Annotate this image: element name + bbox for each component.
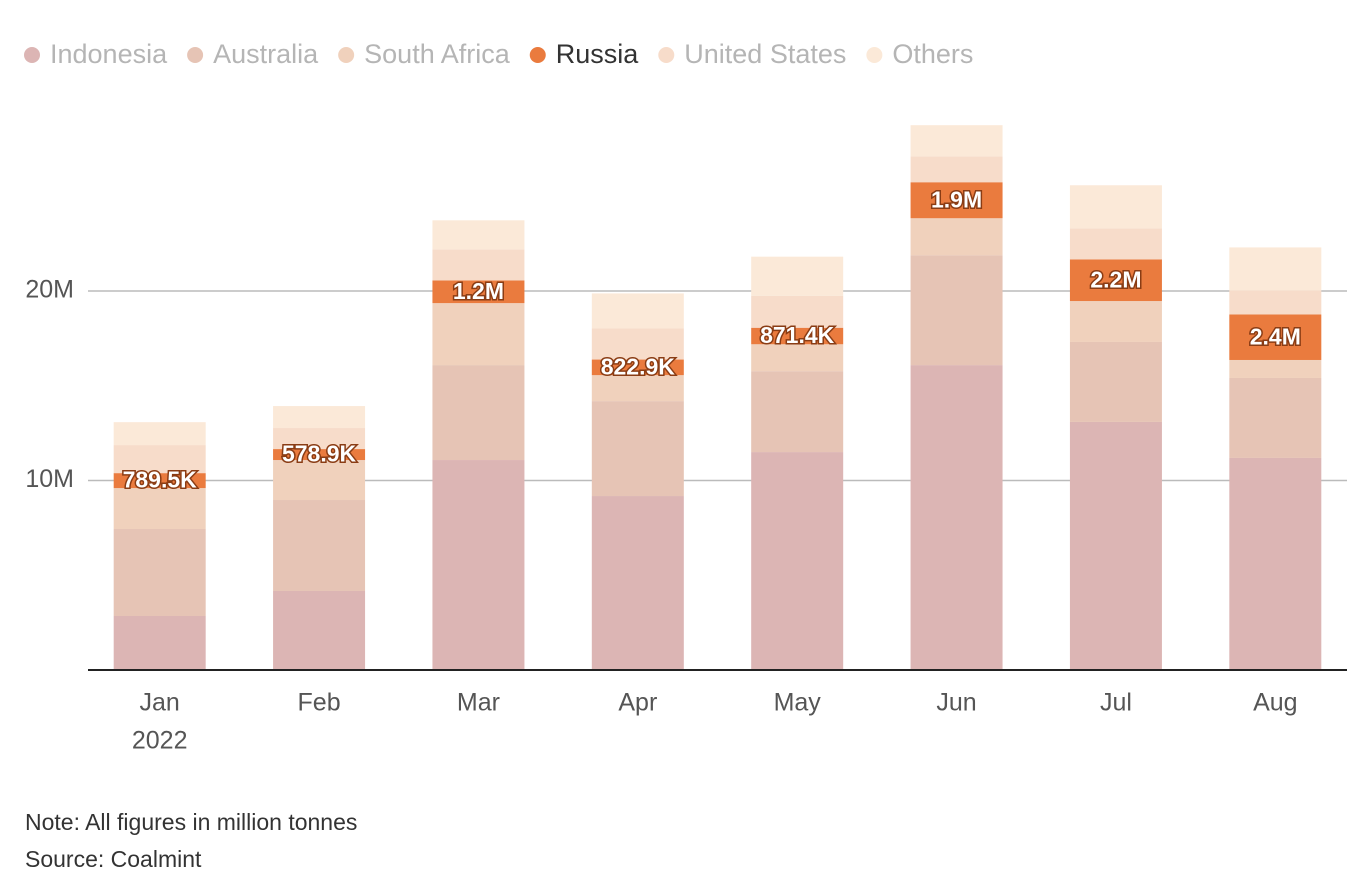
legend-marker xyxy=(658,47,675,63)
x-tick-label: Feb xyxy=(298,689,341,717)
bar-segment xyxy=(1069,228,1162,260)
bar-segment xyxy=(113,473,206,489)
x-tick-year: 2022 xyxy=(132,727,188,755)
legend-marker xyxy=(187,47,204,63)
value-label: 2.2M xyxy=(1090,266,1141,292)
bar-segment xyxy=(910,255,1003,366)
bar-segment xyxy=(1229,290,1322,315)
value-label: 1.9M xyxy=(931,186,982,212)
bar-segment xyxy=(432,249,525,281)
bar-segment xyxy=(432,460,525,670)
bar-segment xyxy=(1069,421,1162,670)
bar-segment xyxy=(1069,341,1162,422)
bar-segment xyxy=(273,428,366,450)
bar-segment xyxy=(751,295,844,328)
bar-segment xyxy=(910,365,1003,670)
bar-segment xyxy=(113,488,206,530)
bar-segment xyxy=(1069,185,1162,229)
bar-segment xyxy=(751,371,844,453)
bar-segment xyxy=(1229,359,1322,378)
bar-segment xyxy=(273,590,366,670)
bar-segment xyxy=(591,496,684,670)
bar-segment xyxy=(910,156,1003,183)
bar-segment xyxy=(1229,314,1322,360)
bar-segment xyxy=(113,615,206,670)
legend-label: Australia xyxy=(213,39,319,69)
bar-segment xyxy=(1229,377,1322,458)
bar-segment xyxy=(432,365,525,461)
bar-segment xyxy=(751,327,844,345)
bar-segment xyxy=(113,445,206,474)
x-tick-label: Mar xyxy=(457,689,500,717)
bar-segment xyxy=(591,328,684,360)
source: Source: Coalmint xyxy=(25,846,202,872)
bar-segment xyxy=(751,452,844,670)
bar-segment xyxy=(1229,247,1322,291)
value-label: 789.5K xyxy=(123,467,198,493)
y-tick-label: 20M xyxy=(25,276,74,304)
legend-label: United States xyxy=(684,39,846,69)
legend-label: Russia xyxy=(556,39,640,69)
value-label: 822.9K xyxy=(601,353,676,379)
legend-marker xyxy=(24,47,40,63)
bar-segment xyxy=(432,220,525,250)
bar-segment xyxy=(1069,259,1162,302)
bar-segment xyxy=(1229,457,1322,670)
bar-segment xyxy=(432,303,525,366)
bar-segment xyxy=(113,422,206,446)
bar-segment xyxy=(432,280,525,304)
bar-segment xyxy=(273,460,366,501)
bar-segment xyxy=(273,406,366,429)
value-label: 2.4M xyxy=(1250,323,1301,349)
note: Note: All figures in million tonnes xyxy=(25,809,357,835)
x-tick-label: Apr xyxy=(618,689,657,717)
legend-label: South Africa xyxy=(364,39,511,69)
x-tick-label: May xyxy=(774,689,822,717)
x-tick-label: Jan xyxy=(140,689,180,717)
bar-segment xyxy=(113,529,206,616)
bar-segment xyxy=(591,293,684,329)
bar-segment xyxy=(910,182,1003,219)
legend-marker xyxy=(338,47,355,63)
x-tick-label: Jul xyxy=(1100,689,1132,717)
bar-segment xyxy=(591,401,684,497)
bar-segment xyxy=(273,500,366,591)
value-label: 871.4K xyxy=(760,322,835,348)
bar-segment xyxy=(1069,301,1162,342)
legend-label: Others xyxy=(892,39,973,69)
value-label: 1.2M xyxy=(453,278,504,304)
bar-segment xyxy=(910,125,1003,157)
bar-segment xyxy=(910,218,1003,256)
bar-segment xyxy=(273,449,366,461)
y-tick-label: 10M xyxy=(25,465,74,493)
value-label: 578.9K xyxy=(282,441,357,467)
legend-label: Indonesia xyxy=(50,39,168,69)
legend-marker xyxy=(866,47,883,63)
bar-segment xyxy=(591,375,684,402)
bar-segment xyxy=(751,256,844,296)
bar-segment xyxy=(751,344,844,372)
bar-segment xyxy=(591,359,684,376)
x-tick-label: Jun xyxy=(936,689,976,717)
x-tick-label: Aug xyxy=(1253,689,1297,717)
legend-marker xyxy=(529,47,546,63)
